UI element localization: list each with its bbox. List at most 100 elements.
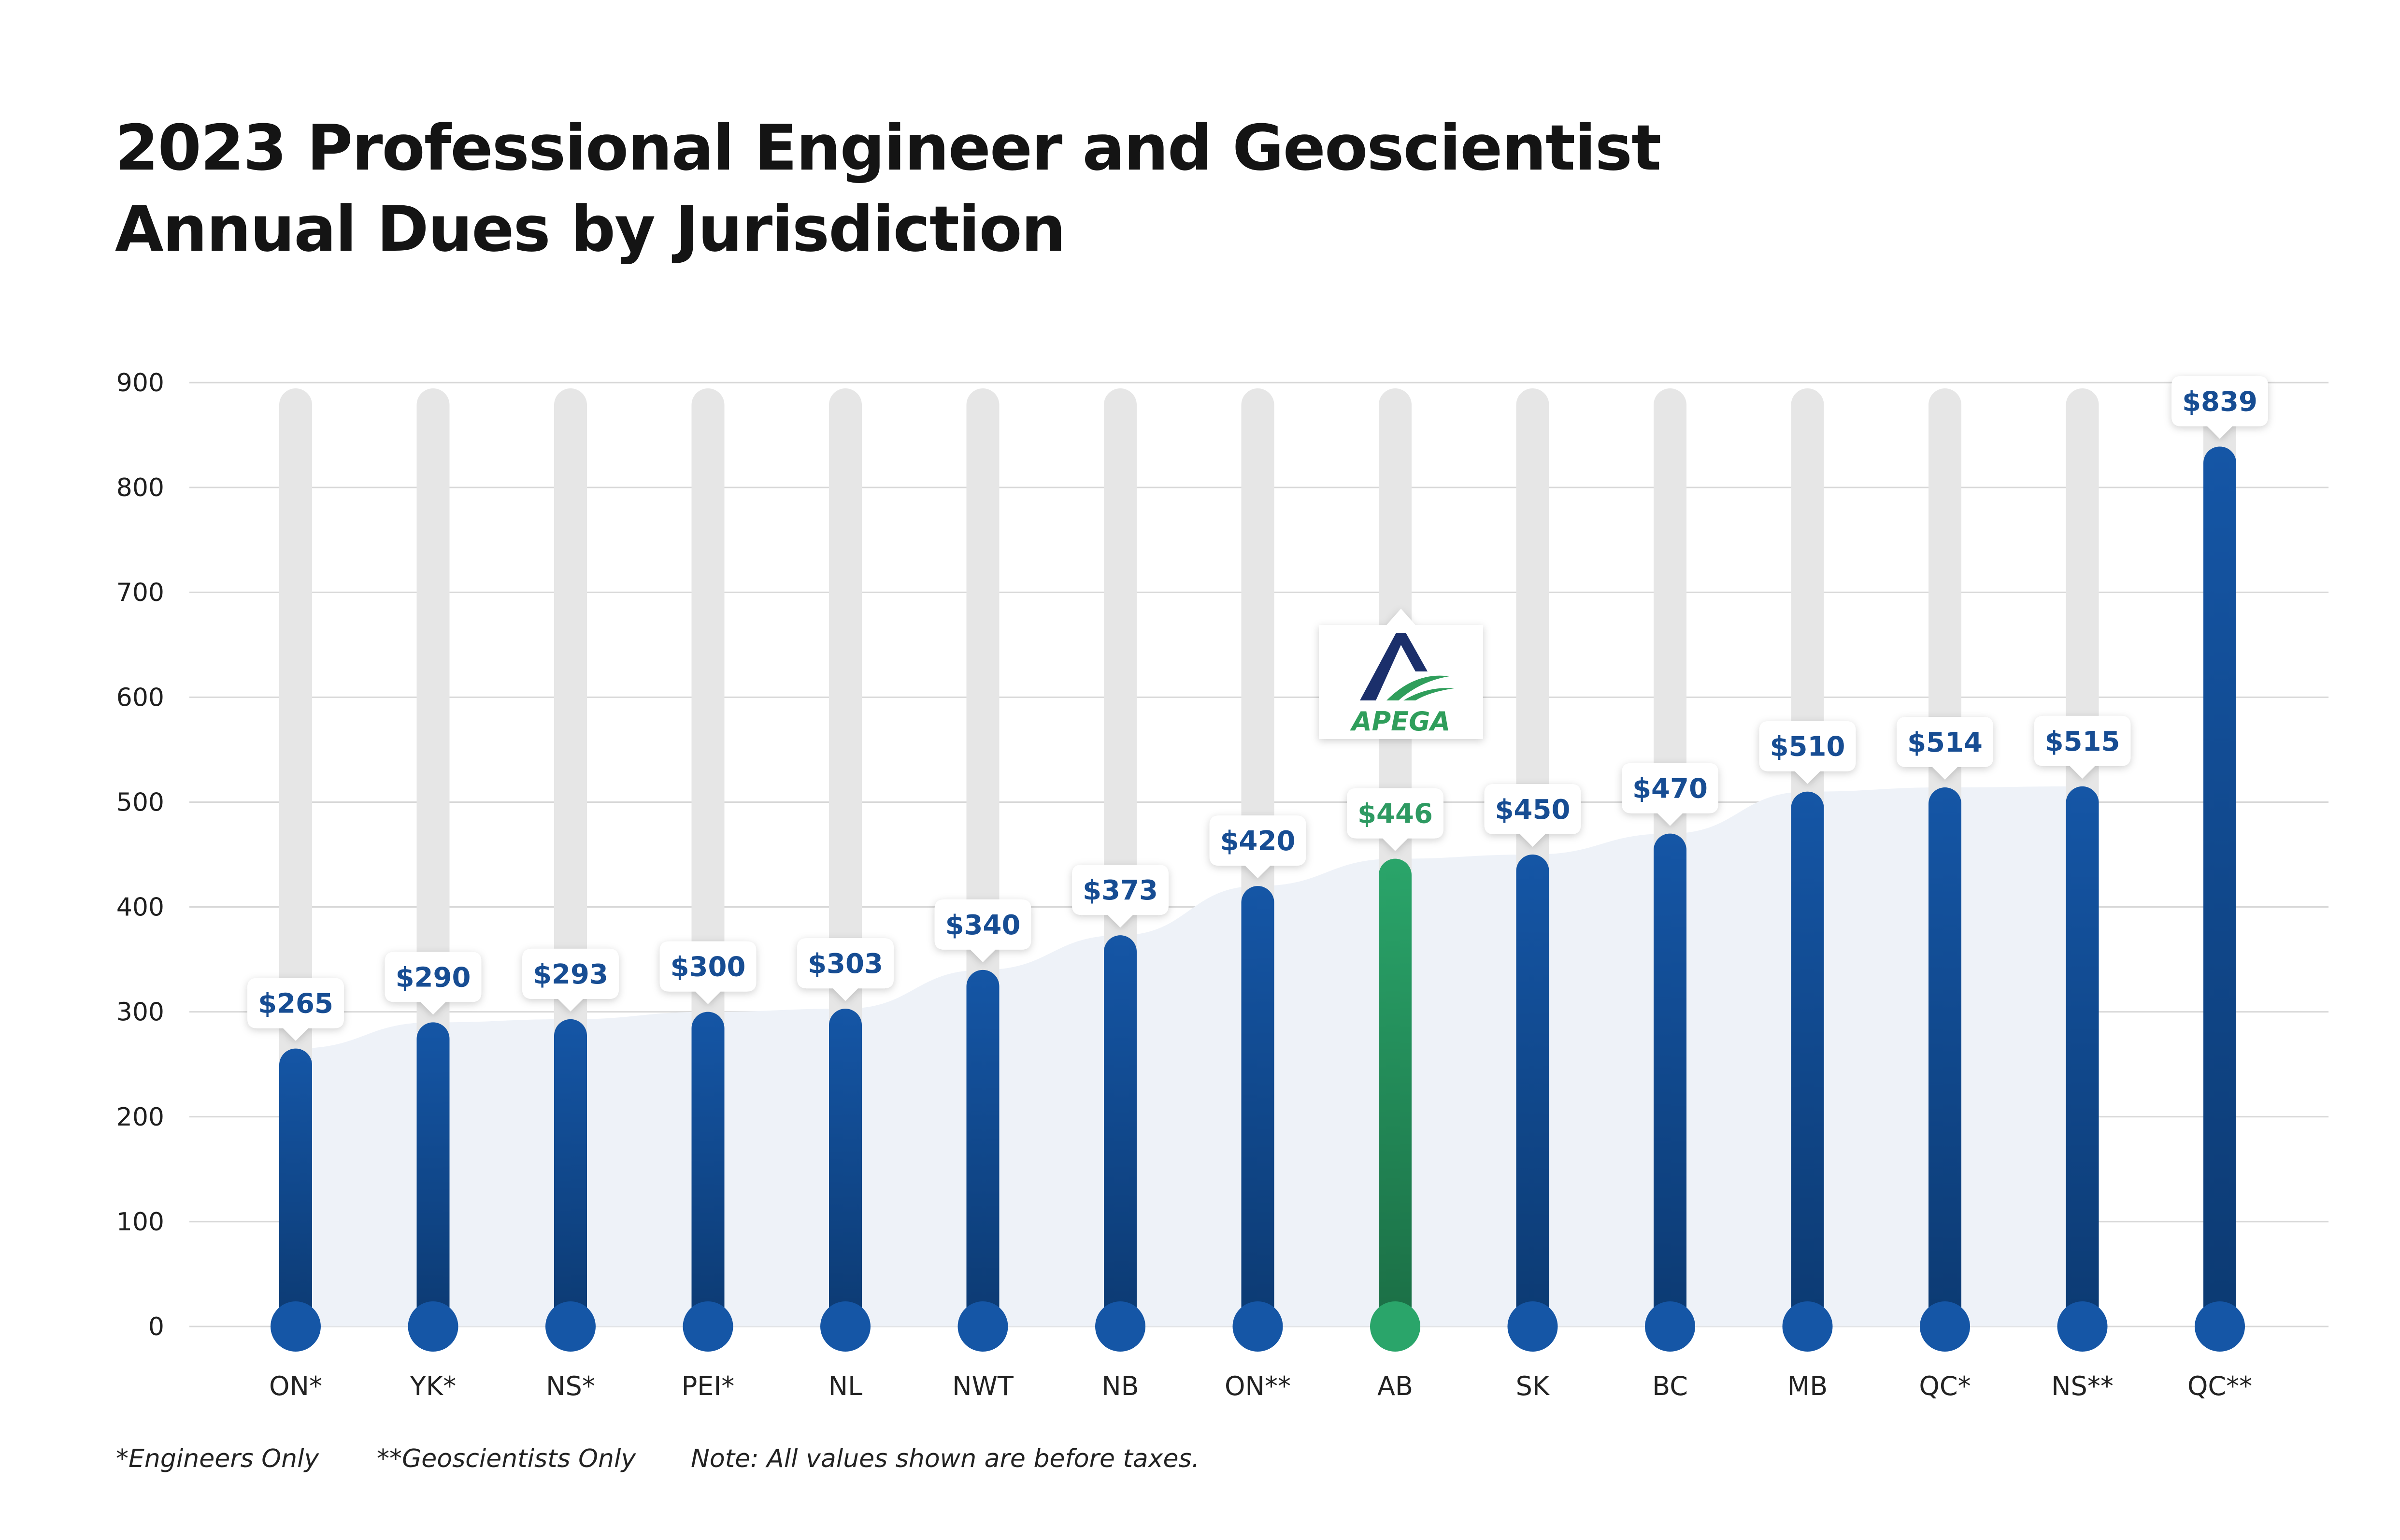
data-label-text: $373 xyxy=(1083,875,1158,906)
data-label-callout xyxy=(1897,717,1993,780)
data-label-callout xyxy=(1759,721,1856,784)
bar-NS** xyxy=(2066,786,2099,1326)
bar-ON** xyxy=(1241,886,1274,1326)
data-label-callout xyxy=(385,952,482,1015)
data-label-BC: $470 xyxy=(1622,763,1718,826)
bar-base-dot xyxy=(1370,1301,1420,1352)
bar-AB xyxy=(1379,858,1412,1326)
data-label-text: $515 xyxy=(2045,726,2120,757)
data-label-text: $514 xyxy=(1907,727,1983,758)
bar-base-dot xyxy=(271,1301,321,1352)
data-label-ON**: $420 xyxy=(1209,815,1306,879)
data-label-text: $265 xyxy=(258,988,333,1020)
bar-NB xyxy=(1104,935,1137,1326)
x-tick-label: NS** xyxy=(2051,1371,2114,1401)
data-label-text: $290 xyxy=(396,962,471,993)
bar-MB xyxy=(1791,791,1824,1326)
data-label-NB: $373 xyxy=(1072,865,1169,928)
bar-base-dot xyxy=(2195,1301,2245,1352)
x-tick-label: MB xyxy=(1787,1371,1828,1401)
bar-base-dot xyxy=(820,1301,871,1352)
data-label-YK*: $290 xyxy=(385,952,482,1015)
bar-NWT xyxy=(966,970,1000,1326)
bar-base-dot xyxy=(1645,1301,1695,1352)
bar-PEI* xyxy=(691,1012,725,1326)
footnote-engineers-only: *Engineers Only xyxy=(116,1444,319,1473)
x-tick-label: QC* xyxy=(1919,1371,1971,1401)
x-axis-labels: ON* YK* NS* PEI* NL NWT NB ON** AB SK BC MB QC* NS** Q… xyxy=(269,1371,2252,1401)
data-label-text: $450 xyxy=(1495,794,1571,826)
data-label-text: $420 xyxy=(1220,826,1296,857)
data-label-callout xyxy=(934,899,1031,962)
data-label-text: $510 xyxy=(1770,731,1845,763)
y-tick-label: 300 xyxy=(116,998,164,1027)
y-tick-label: 400 xyxy=(116,893,164,922)
footnotes: *Engineers Only **Geoscientists Only Not… xyxy=(0,1444,2400,1488)
bar-base-dot xyxy=(2057,1301,2108,1352)
x-tick-label: ON** xyxy=(1225,1371,1291,1401)
x-tick-label: NS* xyxy=(546,1371,595,1401)
data-label-callout xyxy=(2034,715,2131,779)
bar-QC* xyxy=(1929,787,1961,1326)
bar-base-dot xyxy=(957,1301,1008,1352)
data-label-text: $300 xyxy=(671,952,746,983)
bar-NL xyxy=(829,1009,862,1326)
data-label-callout xyxy=(797,938,894,1001)
data-label-PEI*: $300 xyxy=(659,941,757,1004)
x-tick-label: SK xyxy=(1516,1371,1550,1401)
bar-ON* xyxy=(279,1048,312,1326)
data-labels: $265 $290 $293 $300 $303 $340 $373 $420 $446 $450… xyxy=(247,376,2268,1041)
bar-SK xyxy=(1516,855,1549,1326)
y-tick-label: 500 xyxy=(116,788,164,817)
trend-area xyxy=(296,786,2083,1326)
data-label-NS*: $293 xyxy=(522,948,619,1012)
chart-title: 2023 Professional Engineer and Geoscient… xyxy=(115,107,1661,270)
data-label-QC*: $514 xyxy=(1897,717,1993,780)
bar-YK* xyxy=(416,1022,450,1326)
bar-NS* xyxy=(554,1019,587,1326)
bar-base-dot xyxy=(1507,1301,1558,1352)
y-tick-label: 100 xyxy=(116,1208,164,1237)
y-tick-label: 700 xyxy=(116,578,164,607)
bar-base-dot xyxy=(683,1301,733,1352)
data-label-callout xyxy=(522,948,619,1012)
y-tick-label: 600 xyxy=(116,683,164,712)
data-label-text: $839 xyxy=(2182,386,2257,417)
data-label-NWT: $340 xyxy=(934,899,1031,962)
y-axis-ticks: 0 100 200 300 400 500 600 700 800 900 xyxy=(116,369,164,1341)
chart-title-line-2: Annual Dues by Jurisdiction xyxy=(115,192,1066,266)
x-tick-label: NL xyxy=(829,1371,862,1401)
data-label-QC**: $839 xyxy=(2171,376,2268,439)
apega-logo-icon xyxy=(1360,633,1454,700)
data-label-SK: $450 xyxy=(1484,784,1581,847)
bar-base-dot xyxy=(1095,1301,1145,1352)
bar-BC xyxy=(1654,833,1686,1326)
x-tick-label: BC xyxy=(1652,1371,1688,1401)
data-label-MB: $510 xyxy=(1759,721,1856,784)
x-tick-label: PEI* xyxy=(682,1371,735,1401)
trend-area-fill xyxy=(296,786,2083,1326)
data-label-NL: $303 xyxy=(797,938,894,1001)
data-label-NS**: $515 xyxy=(2034,715,2131,779)
apega-logo: APEGA xyxy=(1319,609,1483,739)
bar-QC** xyxy=(2203,446,2236,1327)
data-label-callout xyxy=(1209,815,1306,879)
logo-text: APEGA xyxy=(1350,706,1450,737)
data-label-callout xyxy=(247,978,344,1041)
y-tick-label: 200 xyxy=(116,1103,164,1132)
data-label-callout xyxy=(1347,788,1443,851)
data-label-text: $340 xyxy=(945,910,1021,941)
x-tick-label: NWT xyxy=(952,1371,1014,1401)
x-tick-label: QC** xyxy=(2187,1371,2252,1401)
y-tick-label: 800 xyxy=(116,473,164,502)
x-tick-label: NB xyxy=(1101,1371,1139,1401)
data-label-callout xyxy=(1072,865,1169,928)
bar-base-dot xyxy=(1920,1301,1970,1352)
data-label-AB: $446 xyxy=(1347,788,1443,851)
data-label-callout xyxy=(659,941,757,1004)
y-tick-label: 0 xyxy=(148,1312,164,1341)
x-tick-label: YK* xyxy=(410,1371,456,1401)
data-label-text: $303 xyxy=(808,948,883,980)
data-label-callout xyxy=(1622,763,1718,826)
